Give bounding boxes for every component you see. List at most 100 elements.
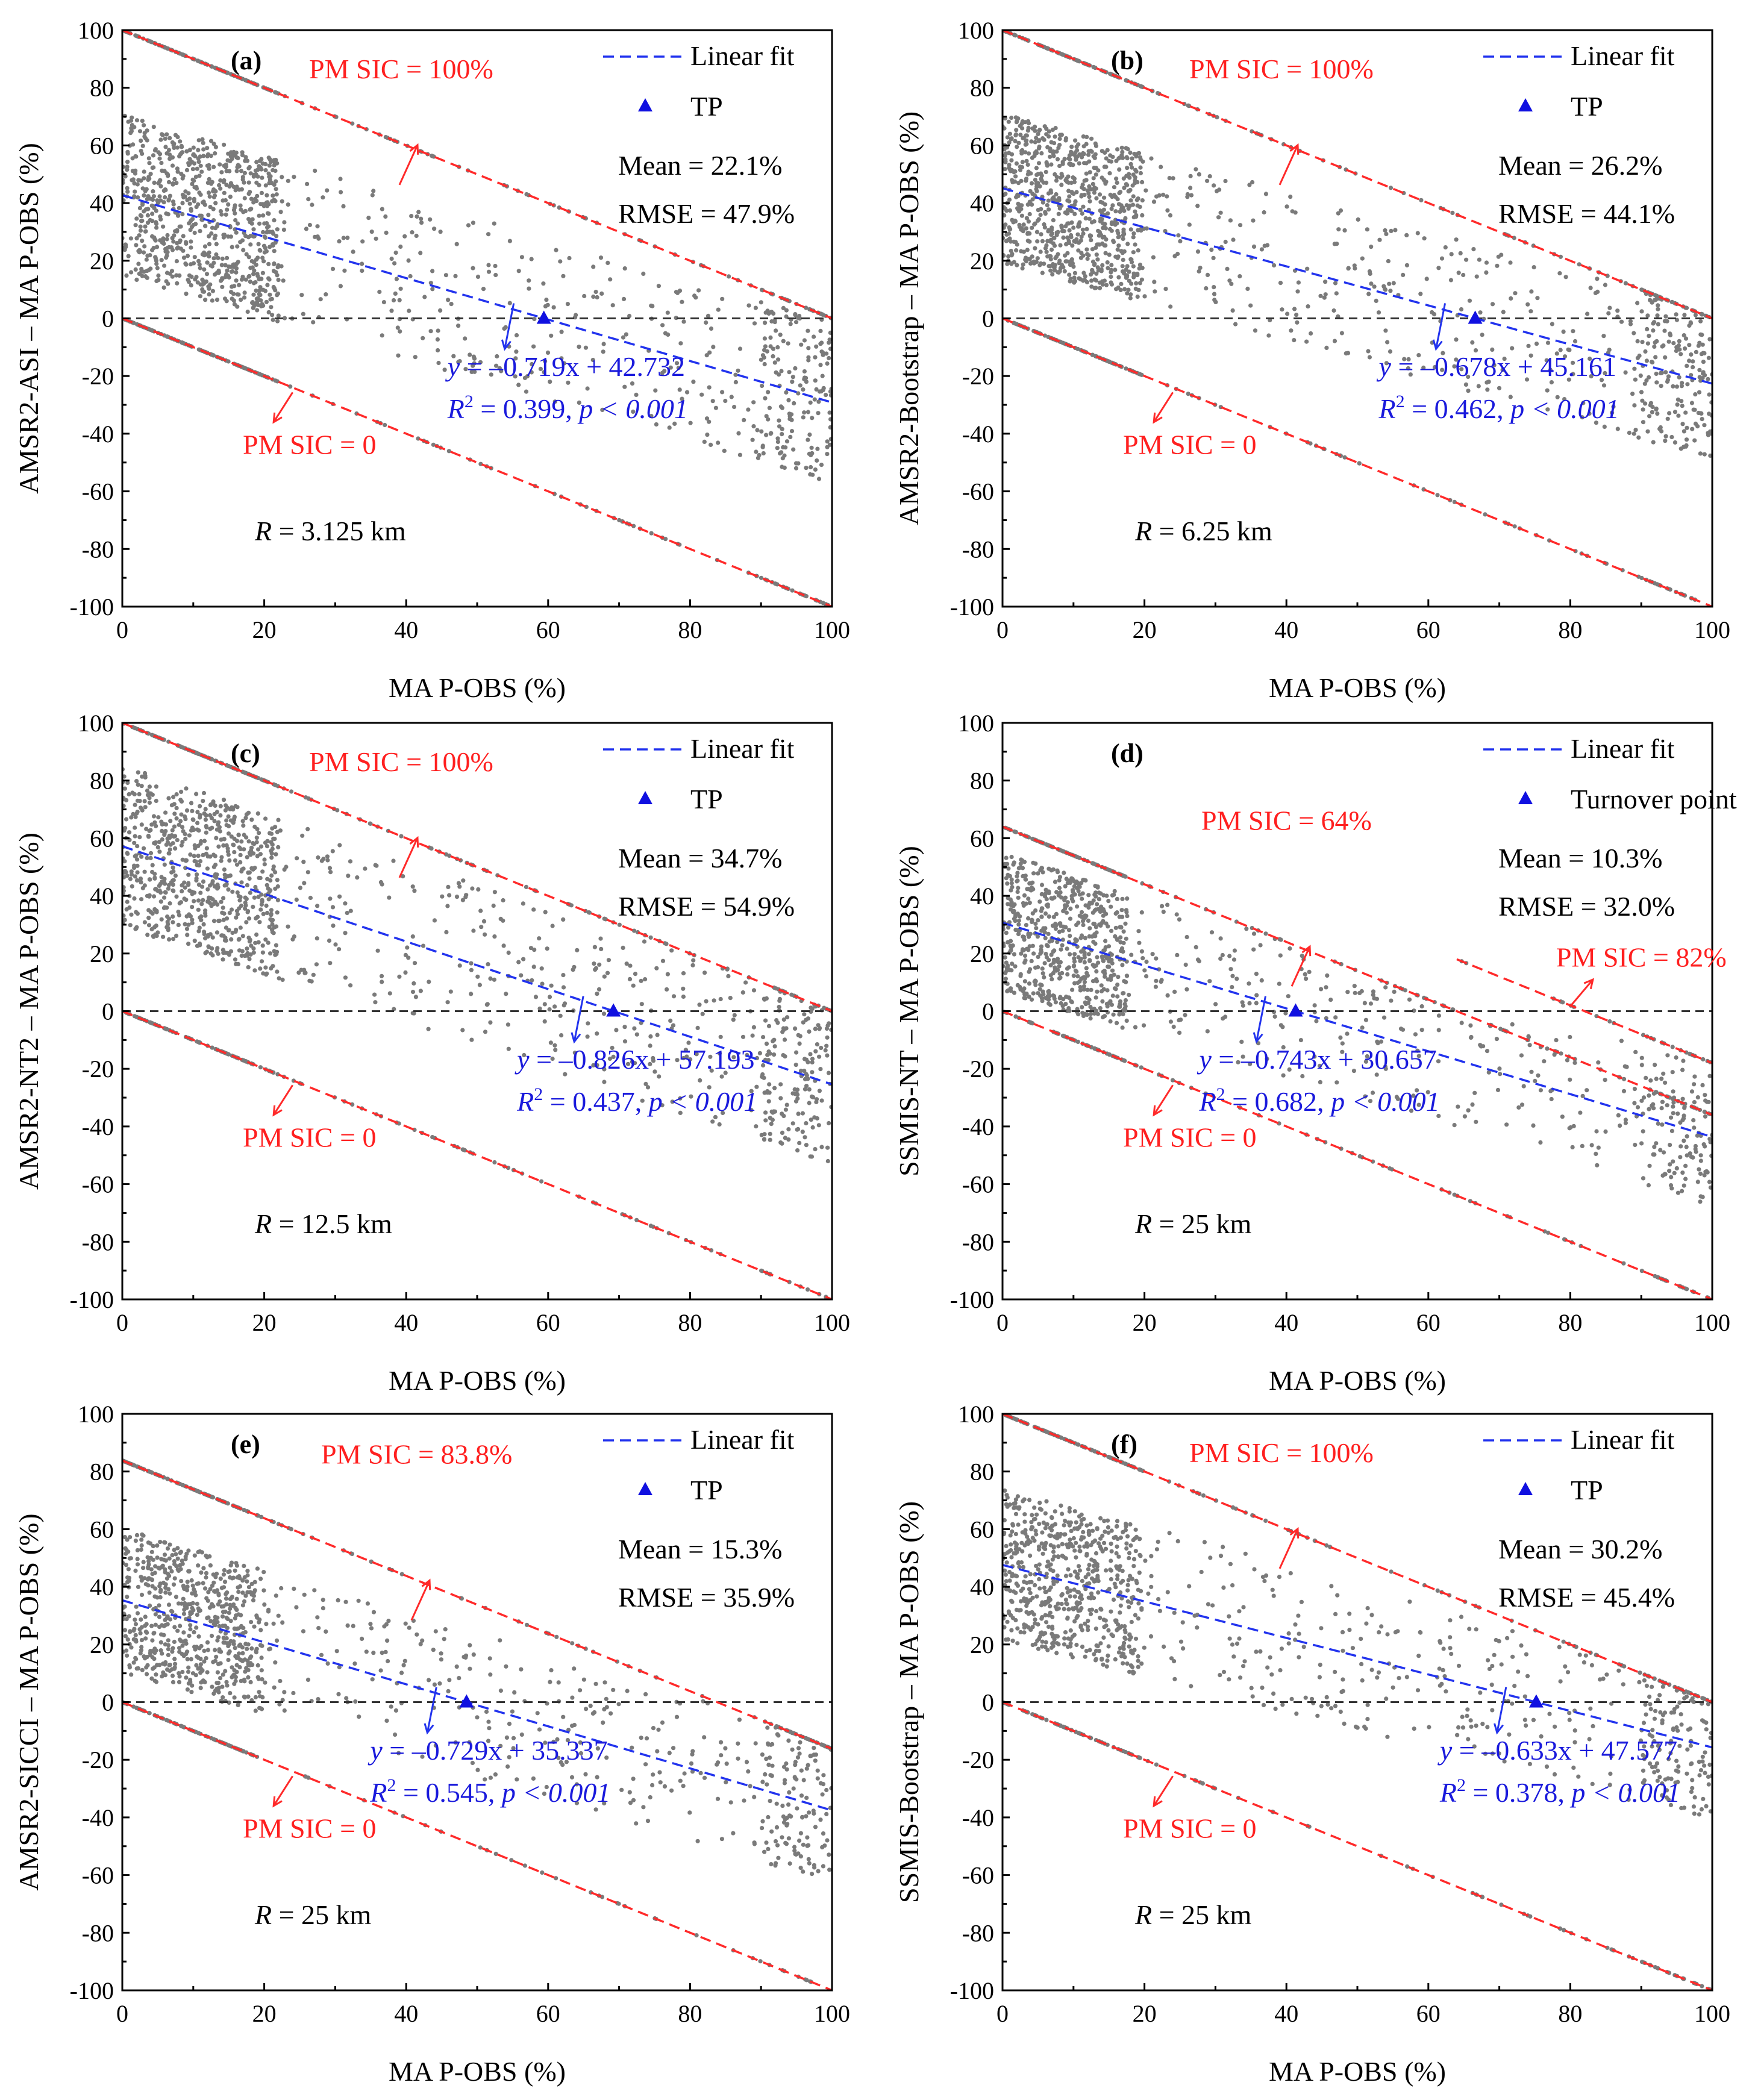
scatter-point <box>602 974 607 979</box>
scatter-point <box>660 958 666 963</box>
scatter-point <box>143 805 148 810</box>
x-axis-title: MA P-OBS (%) <box>389 1365 566 1396</box>
scatter-point <box>1647 375 1651 380</box>
scatter-point <box>210 897 215 902</box>
scatter-point <box>802 1057 807 1061</box>
scatter-point <box>764 996 769 1001</box>
scatter-point <box>1331 308 1336 313</box>
scatter-point <box>780 464 784 469</box>
scatter-point <box>179 812 184 817</box>
scatter-point <box>501 898 505 903</box>
scatter-point <box>1016 931 1021 937</box>
scatter-point <box>763 1110 768 1115</box>
scatter-point <box>1075 346 1080 351</box>
scatter-point <box>795 1087 800 1092</box>
scatter-point <box>254 932 259 937</box>
scatter-point <box>1015 145 1019 149</box>
scatter-point <box>1019 151 1024 156</box>
scatter-point <box>1057 258 1062 263</box>
scatter-point <box>652 1069 657 1074</box>
scatter-point <box>697 1002 702 1007</box>
scatter-point <box>1003 151 1009 156</box>
scatter-point <box>275 227 280 232</box>
scatter-point <box>1013 132 1019 137</box>
y-tick-label: -80 <box>962 536 994 563</box>
scatter-point <box>1157 193 1162 198</box>
scatter-point <box>1473 348 1478 353</box>
scatter-point <box>807 432 812 437</box>
scatter-point <box>1055 157 1060 161</box>
scatter-point <box>152 841 157 846</box>
scatter-point <box>1005 135 1010 140</box>
scatter-point <box>684 1054 689 1059</box>
scatter-point <box>260 255 265 260</box>
y-tick-label: -20 <box>82 363 114 390</box>
scatter-point <box>1663 439 1668 443</box>
scatter-point <box>136 770 140 775</box>
scatter-point <box>759 1268 764 1273</box>
y-tick-label: -20 <box>82 1055 114 1083</box>
scatter-point <box>778 1096 783 1101</box>
scatter-point <box>825 452 830 457</box>
scatter-point <box>249 196 254 201</box>
scatter-point <box>269 908 274 913</box>
scatter-point <box>1054 890 1059 895</box>
scatter-point <box>1448 278 1453 283</box>
scatter-point <box>1043 169 1048 175</box>
scatter-point <box>524 192 529 197</box>
scatter-point <box>1033 140 1037 145</box>
scatter-point <box>165 836 170 841</box>
scatter-point <box>275 319 280 323</box>
scatter-point <box>148 851 154 855</box>
scatter-point <box>816 399 821 404</box>
scatter-point <box>1136 248 1140 253</box>
scatter-point <box>1369 245 1374 249</box>
scatter-point <box>257 277 261 281</box>
scatter-point <box>593 289 598 295</box>
scatter-point <box>215 222 220 227</box>
scatter-point <box>784 1102 789 1107</box>
scatter-point <box>781 305 786 310</box>
scatter-point <box>266 940 271 945</box>
scatter-point <box>731 1055 736 1060</box>
scatter-point <box>1027 994 1031 999</box>
scatter-point <box>774 328 778 333</box>
scatter-point <box>276 845 281 849</box>
scatter-point <box>1639 390 1644 395</box>
scatter-point <box>552 1004 557 1009</box>
scatter-point <box>1656 322 1660 327</box>
scatter-point <box>1706 355 1711 360</box>
scatter-point <box>135 182 140 187</box>
scatter-point <box>1419 1004 1424 1009</box>
scatter-point <box>410 989 416 995</box>
scatter-point <box>813 355 818 360</box>
scatter-point <box>292 934 296 939</box>
scatter-point <box>1067 199 1072 204</box>
scatter-point <box>1097 280 1102 285</box>
scatter-point <box>763 344 768 349</box>
scatter-point <box>175 166 180 171</box>
scatter-point <box>275 291 280 296</box>
scatter-point <box>192 939 197 943</box>
scatter-point <box>1018 133 1023 137</box>
scatter-point <box>1668 1115 1674 1120</box>
scatter-point <box>154 208 158 213</box>
scatter-point <box>1057 136 1062 142</box>
scatter-point <box>1093 143 1098 148</box>
scatter-point <box>124 273 129 278</box>
scatter-point <box>814 1099 819 1104</box>
scatter-point <box>819 340 824 345</box>
scatter-point <box>125 167 130 172</box>
scatter-point <box>238 925 243 930</box>
scatter-point <box>1424 277 1429 281</box>
scatter-point <box>327 938 332 943</box>
scatter-point <box>1128 227 1133 232</box>
scatter-point <box>1388 349 1393 354</box>
scatter-point <box>1144 226 1149 231</box>
fit-r2: R2 = 0.437, p < 0.001 <box>516 1084 757 1117</box>
legend-fit-label: Linear fit <box>690 40 795 71</box>
scatter-point <box>198 154 202 159</box>
scatter-point <box>360 261 364 266</box>
scatter-point <box>690 963 695 967</box>
scatter-point <box>665 972 670 977</box>
